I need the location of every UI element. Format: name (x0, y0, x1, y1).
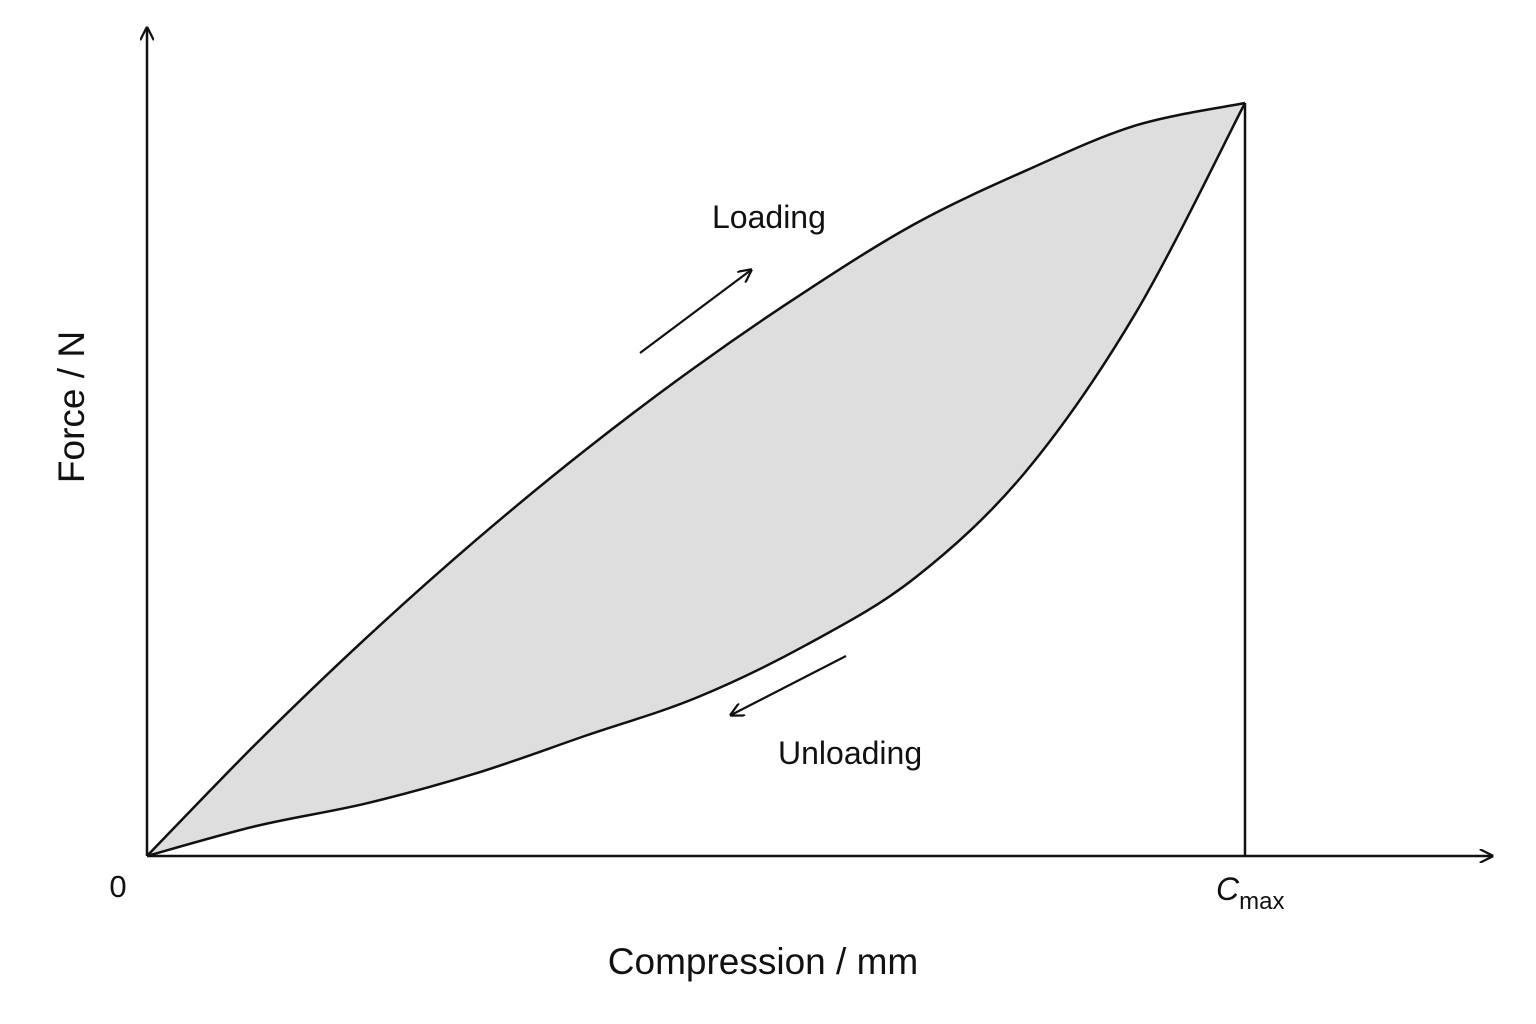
x-tick-label-cmax: Cmax (1216, 871, 1284, 915)
unloading-label: Unloading (778, 735, 922, 771)
x-axis-title: Compression / mm (608, 941, 918, 982)
x-tick-label-origin: 0 (109, 869, 126, 904)
cmax-subscript: max (1239, 888, 1284, 915)
hysteresis-fill (147, 103, 1245, 856)
unloading-direction-arrow (731, 655, 847, 715)
loading-curve (146, 101, 1246, 857)
loading-direction-arrow (639, 270, 751, 354)
unloading-curve (146, 102, 1247, 858)
cmax-symbol: C (1216, 871, 1240, 907)
loading-label: Loading (712, 199, 826, 235)
y-axis-title: Force / N (51, 331, 92, 483)
